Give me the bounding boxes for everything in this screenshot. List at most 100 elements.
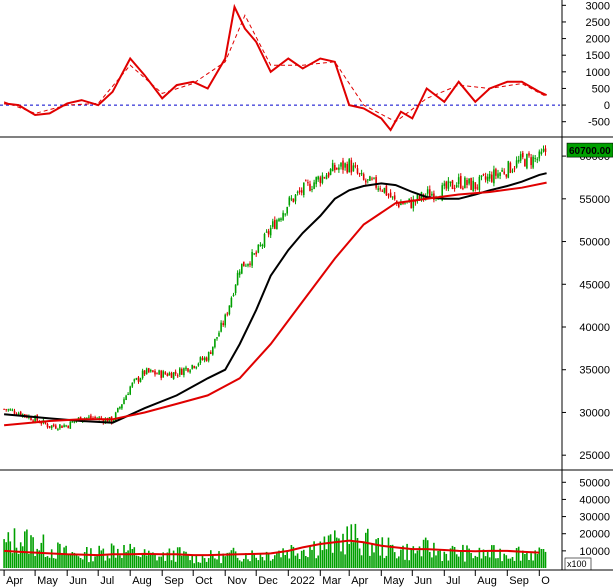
volume-bar: [245, 553, 247, 568]
candle-down: [476, 187, 479, 189]
volume-bar: [174, 561, 177, 568]
candle-down: [470, 178, 472, 190]
candle-up: [197, 363, 200, 366]
volume-bar: [449, 548, 452, 568]
candle-down: [94, 417, 96, 418]
candle-up: [519, 154, 522, 161]
candle-up: [303, 182, 305, 195]
candle-up: [449, 181, 452, 183]
candle-up: [247, 263, 249, 266]
candle-down: [55, 425, 57, 429]
candle-down: [40, 422, 43, 424]
candle-up: [65, 425, 67, 427]
candle-up: [199, 357, 202, 363]
candle-down: [154, 370, 156, 375]
volume-bar: [462, 544, 464, 568]
volume-bar: [135, 555, 138, 568]
x-axis-month-label: Sep: [509, 575, 529, 587]
candle-down: [375, 177, 377, 188]
candle-up: [457, 177, 460, 184]
volume-bar: [303, 549, 305, 568]
volume-bar: [307, 557, 309, 568]
candle-up: [179, 368, 181, 375]
candle-down: [292, 198, 295, 203]
volume-bar: [222, 553, 224, 568]
volume-bar: [125, 552, 127, 568]
volume-bar: [123, 545, 125, 568]
candle-up: [265, 231, 268, 233]
candle-up: [486, 176, 489, 181]
candle-up: [311, 189, 313, 190]
volume-tick-label: 50000: [579, 477, 610, 489]
candle-up: [441, 185, 443, 201]
candle-down: [365, 180, 367, 183]
candle-up: [245, 265, 247, 267]
candle-up: [158, 370, 160, 375]
volume-bar: [274, 555, 276, 568]
candle-down: [300, 190, 303, 193]
candle-up: [203, 357, 206, 361]
panel-frame: [0, 0, 613, 571]
volume-bar: [218, 551, 220, 568]
volume-bar: [429, 551, 431, 568]
x-axis-month-label: Sep: [164, 575, 184, 587]
oscillator-line-2: [3, 14, 547, 123]
candle-up: [59, 424, 61, 429]
volume-bar: [420, 556, 423, 568]
candle-up: [69, 421, 72, 429]
volume-bar: [534, 550, 536, 568]
volume-unit-label: x100: [567, 559, 587, 569]
volume-bar: [247, 559, 249, 568]
volume-bar: [476, 556, 479, 568]
moving-average-line-2: [4, 181, 547, 427]
candle-down: [398, 203, 400, 207]
candle-down: [298, 190, 301, 192]
volume-bar: [371, 543, 373, 568]
candle-down: [522, 152, 524, 158]
volume-bar: [71, 552, 74, 568]
candle-down: [528, 153, 530, 156]
candle-up: [280, 218, 282, 220]
volume-bar: [26, 529, 28, 568]
candle-down: [474, 182, 477, 189]
candle-down: [307, 182, 309, 184]
candle-up: [416, 194, 419, 201]
candle-up: [57, 429, 59, 431]
volume-bar: [183, 551, 185, 568]
candle-up: [383, 187, 386, 193]
candle-up: [348, 159, 350, 173]
candle-down: [393, 195, 396, 200]
candle-down: [460, 176, 462, 189]
candle-up: [251, 252, 253, 266]
volume-bar: [379, 555, 381, 568]
x-axis-month-label: Aug: [477, 575, 497, 587]
candle-down: [429, 189, 431, 198]
candle-down: [371, 178, 373, 180]
volume-bar: [79, 558, 82, 568]
candle-up: [214, 338, 216, 348]
volume-bar: [212, 555, 214, 568]
candle-up: [232, 294, 235, 296]
candle-up: [168, 372, 171, 376]
candle-up: [391, 196, 394, 198]
volume-bar: [17, 553, 20, 568]
candle-up: [11, 409, 14, 411]
volume-bar: [484, 556, 487, 568]
volume-bar: [61, 553, 63, 568]
candle-down: [226, 313, 229, 315]
volume-bar: [102, 548, 105, 568]
candle-up: [352, 165, 355, 172]
volume-bar: [385, 555, 388, 568]
price-tick-label: 45000: [579, 279, 610, 291]
candle-down: [32, 420, 34, 422]
price-tick-label: 50000: [579, 237, 610, 249]
candle-up: [412, 199, 415, 209]
candle-down: [453, 187, 456, 189]
x-axis-month-label: May: [383, 575, 404, 587]
candle-up: [145, 368, 148, 374]
volume-bar: [98, 545, 100, 568]
volume-bar: [340, 551, 342, 568]
volume-bar: [50, 549, 53, 568]
candle-up: [540, 151, 543, 154]
